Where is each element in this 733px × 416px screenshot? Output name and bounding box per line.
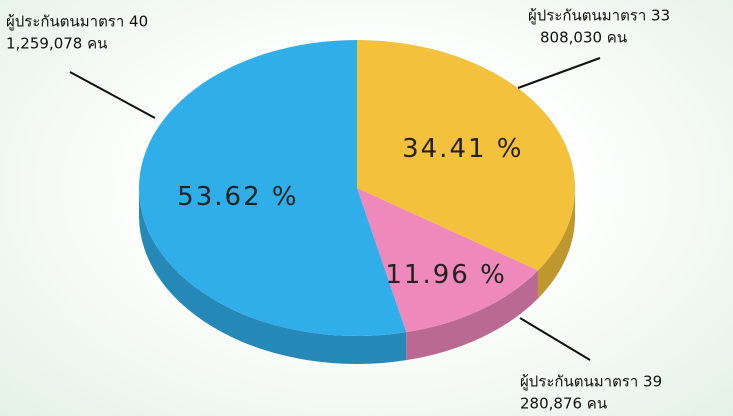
count-label: 280,876 คน <box>520 395 607 413</box>
leader-line <box>69 71 156 119</box>
pie-slice <box>139 40 407 336</box>
category-label: ผู้ประกันตนมาตรา 39 <box>520 373 662 391</box>
count-label: 808,030 คน <box>540 29 627 47</box>
count-label: 1,259,078 คน <box>6 35 107 53</box>
pie-slice <box>357 40 575 271</box>
pie-side <box>406 270 538 361</box>
value-label: 53.62 % <box>177 182 298 212</box>
pie-side <box>537 188 575 299</box>
category-label: ผู้ประกันตนมาตรา 33 <box>528 7 670 25</box>
value-label: 34.41 % <box>402 134 523 164</box>
leader-line <box>517 57 601 89</box>
pie-slice <box>357 188 538 333</box>
pie-side <box>139 188 407 364</box>
leader-line <box>519 317 591 361</box>
value-label: 11.96 % <box>385 260 506 290</box>
pie: 34.41 % 11.96 % 53.62 % <box>139 40 575 364</box>
category-label: ผู้ประกันตนมาตรา 40 <box>6 13 148 31</box>
